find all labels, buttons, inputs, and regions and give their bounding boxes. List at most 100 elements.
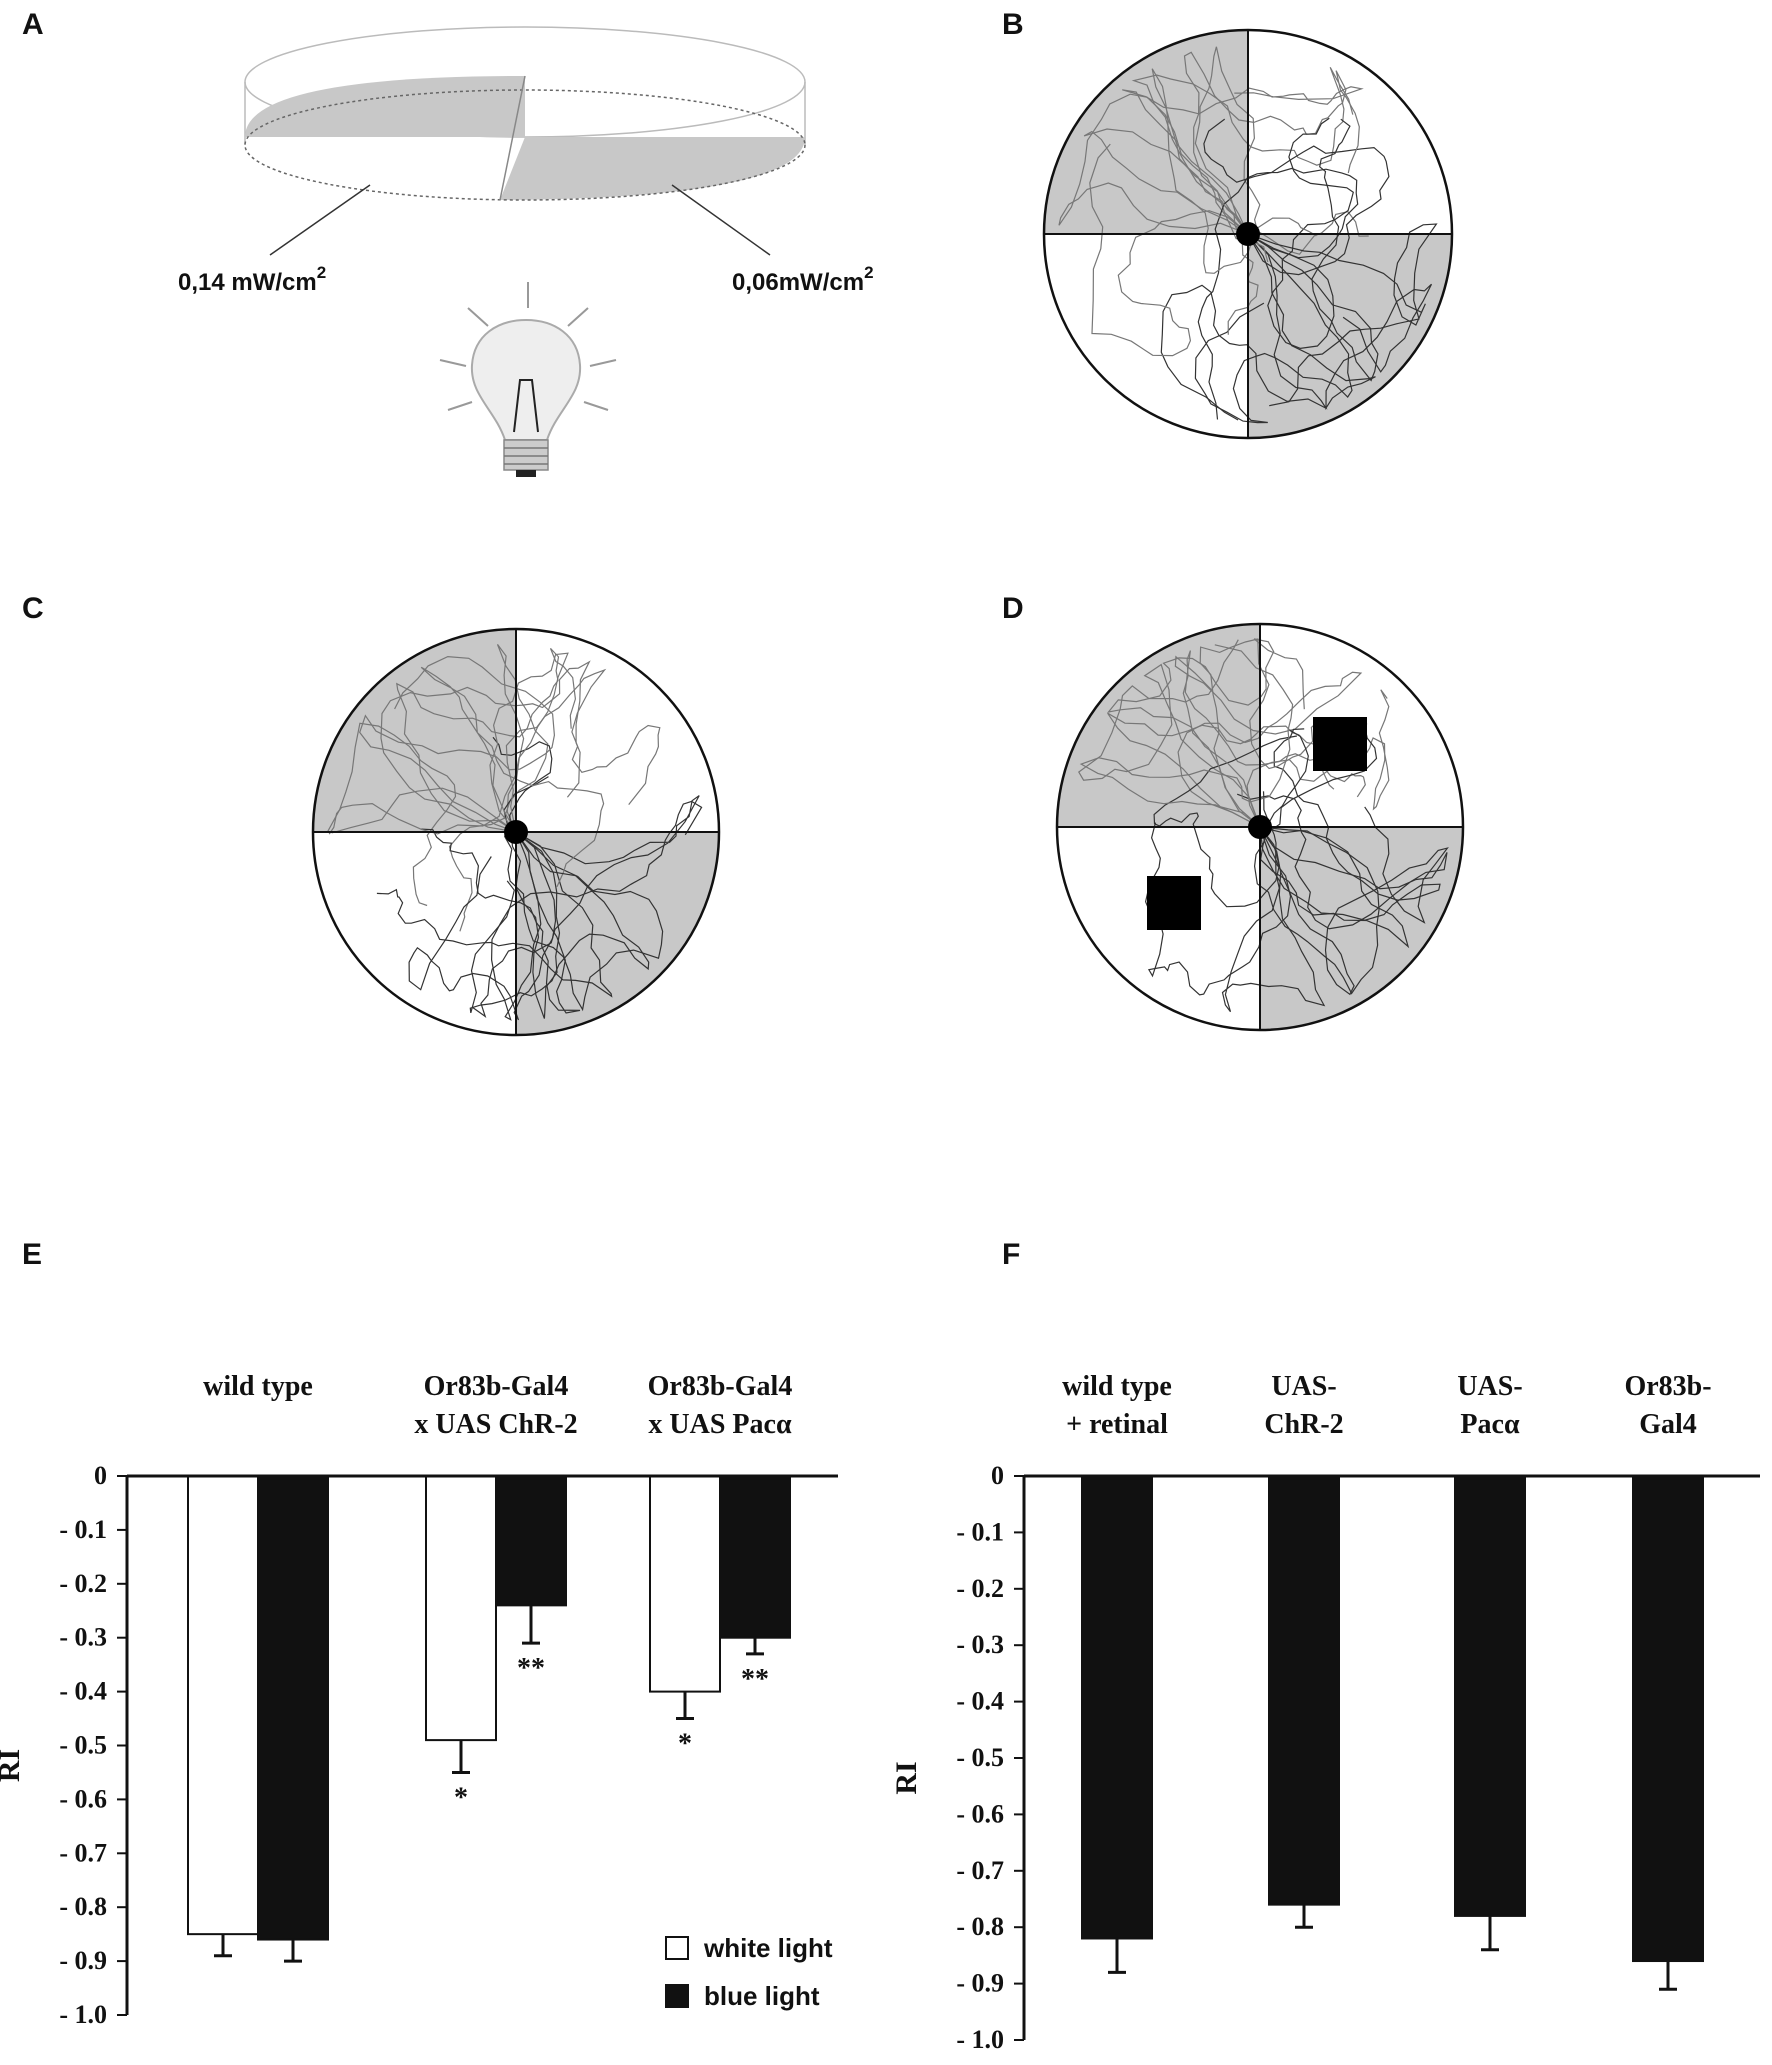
chart-e-significance-marker: * bbox=[678, 1729, 692, 1760]
panel-letter-c: C bbox=[22, 592, 44, 625]
chart-e-legend-swatch bbox=[665, 1936, 689, 1960]
chart-f-bar bbox=[1454, 1475, 1526, 1917]
chart-f-y-tick-label: - 0.4 bbox=[956, 1687, 1004, 1716]
panel-letter-e: E bbox=[22, 1238, 42, 1271]
chart-f-y-tick-label: - 0.6 bbox=[956, 1799, 1004, 1828]
arena-b-track bbox=[1247, 233, 1433, 411]
chart-f-bar bbox=[1081, 1475, 1153, 1940]
arena-b-track bbox=[1058, 93, 1269, 263]
chart-f-category-label: UAS- bbox=[1457, 1371, 1522, 1402]
arena-b-track bbox=[1183, 51, 1360, 235]
arena-b-track bbox=[1197, 167, 1359, 420]
arena-c-track bbox=[328, 652, 569, 835]
arena-d bbox=[1055, 622, 1465, 1032]
chart-f-y-tick-label: - 0.8 bbox=[956, 1912, 1004, 1941]
arena-b-track bbox=[1151, 68, 1317, 274]
chart-f-y-axis-label: RI bbox=[890, 1761, 923, 1794]
chart-f-category-label: + retinal bbox=[1066, 1409, 1168, 1440]
arena-d-track bbox=[1246, 689, 1390, 828]
chart-e-category-label: wild type bbox=[203, 1371, 313, 1402]
panel-letter-d: D bbox=[1002, 592, 1024, 625]
arena-d-track bbox=[1079, 644, 1294, 828]
panel-letter-f: F bbox=[1002, 1238, 1020, 1271]
chart-f-y-tick-label: 0 bbox=[991, 1461, 1004, 1490]
chart-f-category-label: Gal4 bbox=[1639, 1409, 1697, 1440]
chart-e-category-label: x UAS Pacα bbox=[648, 1409, 792, 1440]
arena-c-outline bbox=[311, 627, 721, 1037]
chart-e-y-tick-label: - 0.6 bbox=[59, 1784, 107, 1813]
chart-e-y-tick-label: - 0.3 bbox=[59, 1623, 107, 1652]
chart-f-bar bbox=[1268, 1475, 1340, 1906]
arena-c-shaded-quadrant-br bbox=[516, 832, 719, 1035]
arena-b bbox=[1042, 28, 1454, 440]
chart-f-y-tick-label: - 0.2 bbox=[956, 1574, 1004, 1603]
chart-e-legend-swatch bbox=[665, 1984, 689, 2008]
arena-d-tracks bbox=[1078, 638, 1449, 1013]
arena-d-track bbox=[1259, 723, 1410, 949]
arena-c-track bbox=[359, 655, 556, 833]
arena-c-track bbox=[503, 776, 664, 1012]
arena-floor-rim bbox=[244, 89, 806, 201]
arena-d-track bbox=[1174, 655, 1363, 828]
chart-e-y-tick-label: - 0.1 bbox=[59, 1515, 107, 1544]
chart-e-category-label: Or83b-Gal4 bbox=[648, 1371, 793, 1402]
arena-c-track bbox=[396, 647, 577, 833]
chart-e-y-tick-label: - 0.5 bbox=[59, 1731, 107, 1760]
chart-e-significance-marker: * bbox=[454, 1782, 468, 1813]
arena-b-release-point bbox=[1236, 222, 1260, 246]
chart-f-category-label: UAS- bbox=[1271, 1371, 1336, 1402]
chart-e-y-tick-label: - 0.9 bbox=[59, 1946, 107, 1975]
arena-b-track bbox=[1194, 233, 1353, 424]
arena-d-track bbox=[1259, 728, 1441, 921]
arena-b-shaded-quadrant-br bbox=[1248, 234, 1452, 438]
arena-b-track bbox=[1089, 143, 1249, 357]
arena-b-track bbox=[1247, 223, 1438, 407]
chart-f-y-tick-label: - 0.9 bbox=[956, 1969, 1004, 1998]
arena-c-track bbox=[469, 831, 650, 1014]
arena-d-release-point bbox=[1248, 815, 1272, 839]
chart-e-y-tick-label: - 0.8 bbox=[59, 1892, 107, 1921]
chart-f-bar bbox=[1632, 1475, 1704, 1963]
arena-c-track bbox=[327, 722, 517, 907]
chart-e-legend-label: blue light bbox=[704, 1981, 820, 2011]
chart-f-y-tick-label: - 0.1 bbox=[956, 1517, 1004, 1546]
chart-f-y-tick-label: - 1.0 bbox=[956, 2025, 1004, 2054]
irradiance-label-shaded-side: 0,06mW/cm2 bbox=[732, 263, 874, 296]
light-bulb-icon bbox=[439, 282, 617, 477]
arena-c-track bbox=[472, 795, 700, 1018]
arena-c-track bbox=[505, 668, 661, 833]
chart-e-bar bbox=[425, 1475, 497, 1742]
chart-f-y-tick-label: - 0.7 bbox=[956, 1856, 1004, 1885]
arena-d-track bbox=[1259, 806, 1449, 996]
chart-e-bar bbox=[187, 1475, 259, 1936]
leader-line-right bbox=[671, 184, 771, 256]
arena-d-black-square-1 bbox=[1313, 717, 1367, 771]
arena-divider bbox=[499, 75, 526, 201]
chart-e-y-tick-label: - 0.7 bbox=[59, 1838, 107, 1867]
chart-e: 0 - 0.1 - 0.2 - 0.3 - 0.4 - 0.5 - 0.6 - 0.7 - 0.… bbox=[0, 1371, 838, 2029]
arena-c-track bbox=[448, 644, 549, 932]
arena-shaded-quadrant-back bbox=[245, 76, 525, 137]
arena-d-track bbox=[1144, 822, 1292, 996]
chart-e-category-label: Or83b-Gal4 bbox=[424, 1371, 569, 1402]
chart-e-bar bbox=[719, 1475, 791, 1639]
arena-b-track bbox=[1247, 118, 1379, 382]
chart-e-y-tick-label: - 0.4 bbox=[59, 1677, 107, 1706]
chart-f: 0 - 0.1 - 0.2 - 0.3 - 0.4 - 0.5 - 0.6 - 0.7 - 0.… bbox=[890, 1371, 1760, 2054]
arena-b-track bbox=[1083, 128, 1259, 335]
chart-f-category-label: Or83b- bbox=[1624, 1371, 1711, 1402]
arena-d-track bbox=[1078, 639, 1261, 828]
arena-c-release-point bbox=[504, 820, 528, 844]
arena-c-track bbox=[408, 831, 557, 1021]
chart-e-significance-marker: ** bbox=[517, 1653, 545, 1684]
chart-e-y-axis-label: RI bbox=[0, 1749, 26, 1782]
chart-f-y-tick-label: - 0.3 bbox=[956, 1630, 1004, 1659]
arena-d-track bbox=[1253, 729, 1380, 995]
arena-shaded-quadrant-front bbox=[500, 137, 805, 200]
chart-f-y-tick-label: - 0.5 bbox=[956, 1743, 1004, 1772]
arena-c-track bbox=[421, 828, 581, 1014]
irradiance-label-white-side: 0,14 mW/cm2 bbox=[178, 263, 326, 296]
arena-d-track bbox=[1107, 638, 1305, 828]
arena-c-track bbox=[376, 831, 613, 998]
